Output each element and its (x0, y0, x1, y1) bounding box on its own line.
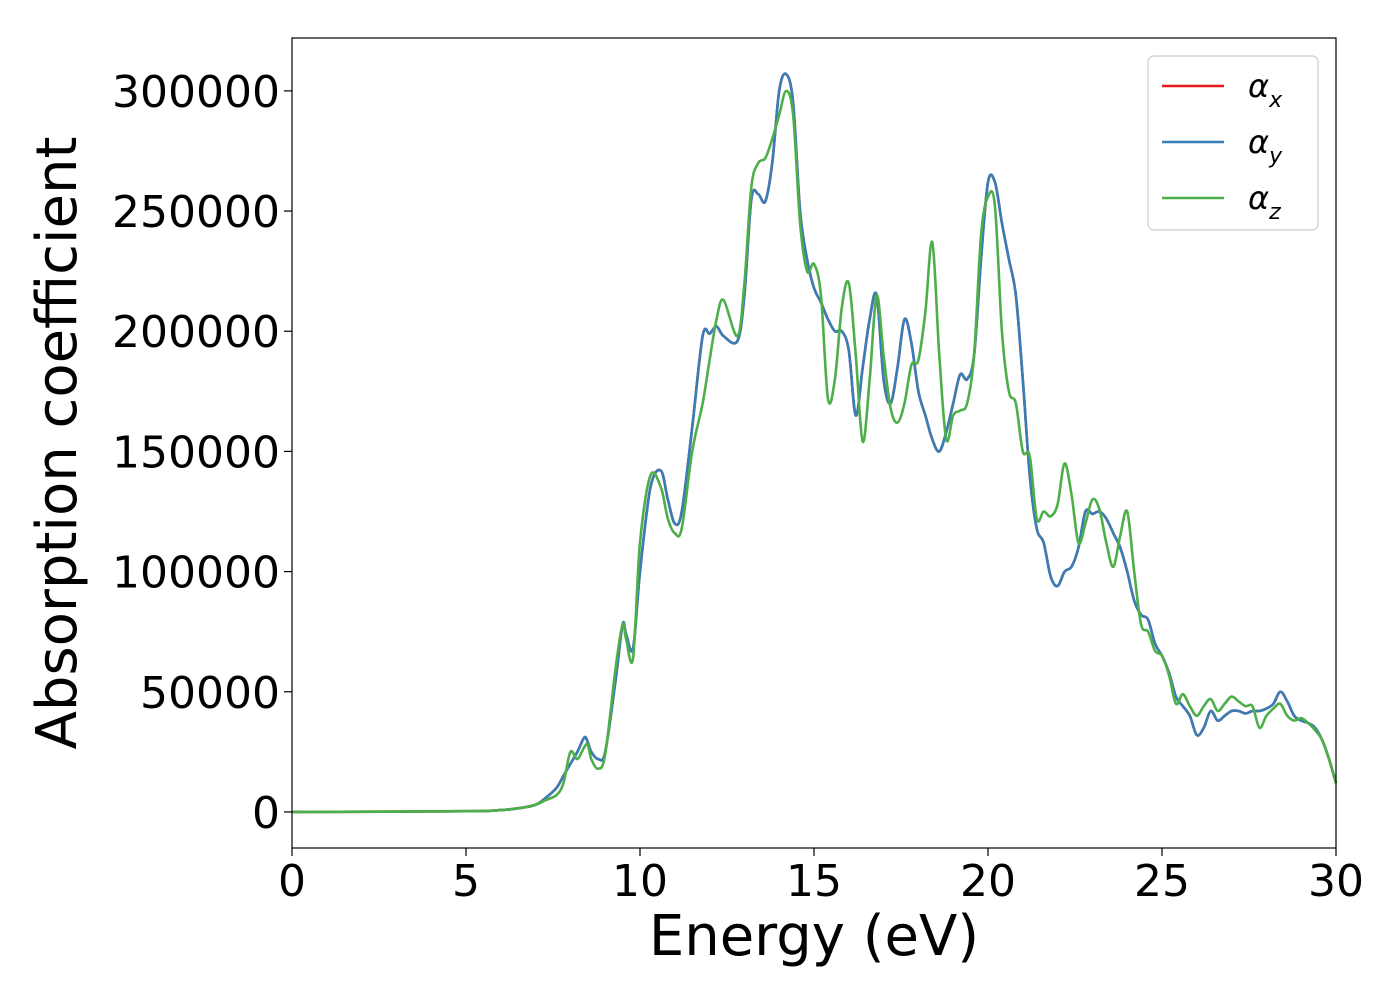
legend-subscript: y (1268, 144, 1283, 169)
x-axis-title: Energy (eV) (649, 904, 979, 969)
x-tick-label: 30 (1308, 856, 1364, 907)
legend-symbol: α (1248, 67, 1269, 105)
x-tick-label: 15 (786, 856, 842, 907)
legend-label-x: αx (1248, 67, 1283, 113)
y-tick-label: 150000 (112, 427, 280, 478)
legend-subscript: x (1268, 88, 1283, 113)
series-line-z (291, 89, 1338, 814)
y-tick-label: 200000 (112, 307, 280, 358)
y-axis: 0 50000 100000 150000 200000 250000 300000 (112, 67, 292, 839)
legend-label-z: αz (1248, 179, 1281, 225)
x-tick-label: 10 (612, 856, 668, 907)
series-layer (291, 72, 1338, 814)
legend-box (1147, 55, 1319, 231)
legend-symbol: α (1248, 179, 1269, 217)
series-line-y (291, 72, 1338, 814)
legend-subscript: z (1268, 200, 1281, 225)
x-tick-label: 20 (960, 856, 1016, 907)
legend-symbol: α (1248, 123, 1269, 161)
y-tick-label: 250000 (112, 187, 280, 238)
y-tick-label: 300000 (112, 67, 280, 118)
x-tick-label: 0 (278, 856, 306, 907)
y-tick-label: 100000 (112, 548, 280, 599)
y-tick-label: 0 (252, 788, 280, 839)
x-axis: 0 5 10 15 20 25 30 (278, 848, 1364, 907)
x-tick-label: 25 (1134, 856, 1190, 907)
y-axis-title: Absorption coefficient (25, 137, 90, 750)
x-tick-label: 5 (452, 856, 480, 907)
legend-label-y: αy (1248, 123, 1283, 169)
y-tick-label: 50000 (140, 668, 280, 719)
